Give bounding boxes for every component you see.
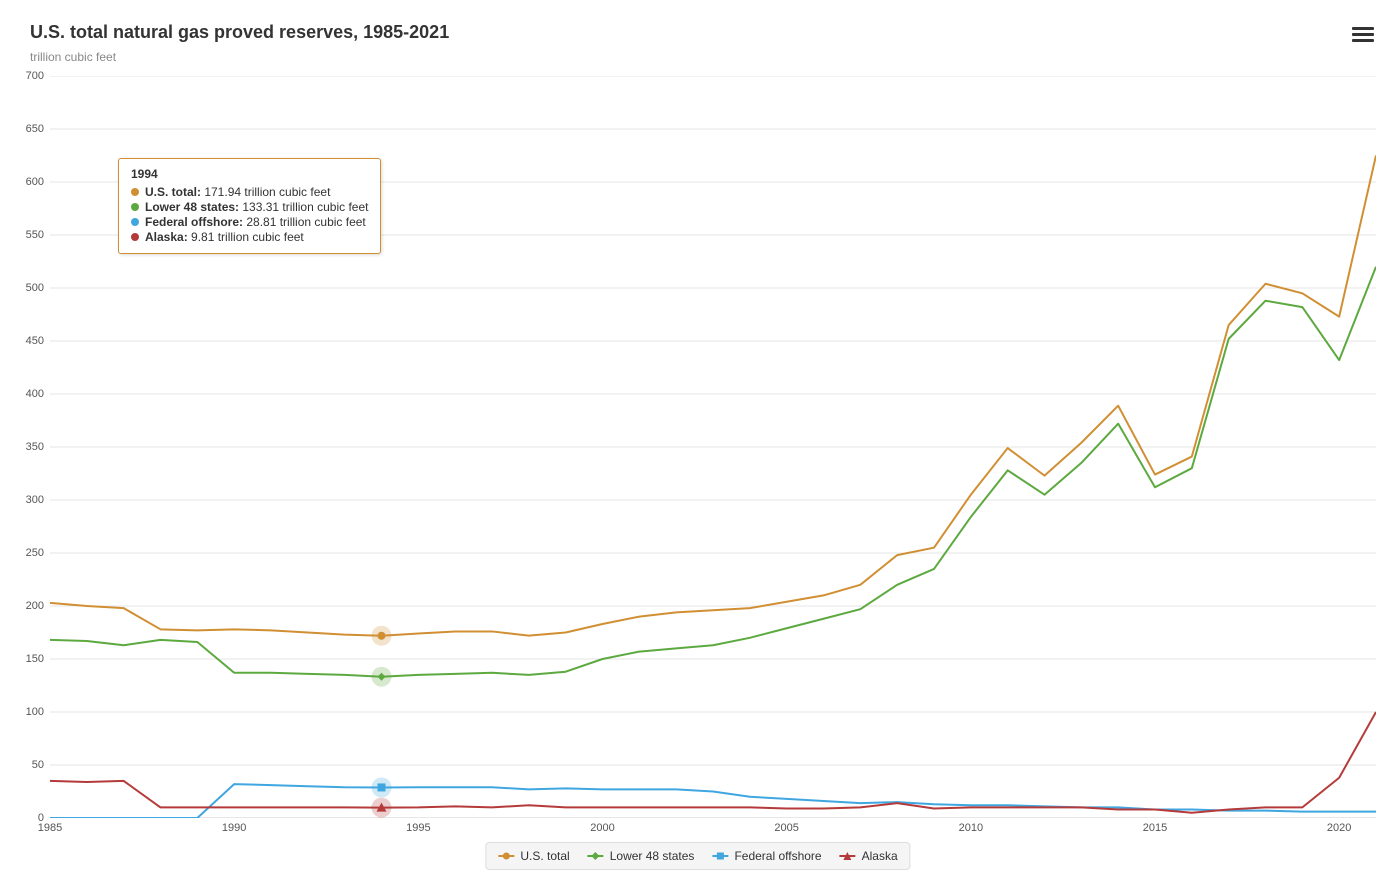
legend-item-federal-offshore[interactable]: Federal offshore [712, 849, 821, 863]
legend-label: U.S. total [520, 849, 569, 863]
y-axis-tick-label: 200 [26, 600, 44, 612]
y-axis-tick-label: 700 [26, 70, 44, 82]
x-axis-tick-label: 1995 [406, 822, 430, 834]
y-axis-tick-label: 550 [26, 229, 44, 241]
hamburger-menu-icon[interactable] [1352, 24, 1374, 42]
plot-area[interactable]: 0501001502002503003504004505005506006507… [50, 76, 1376, 818]
y-axis-tick-label: 150 [26, 653, 44, 665]
y-axis-tick-label: 400 [26, 388, 44, 400]
x-axis-tick-label: 2015 [1143, 822, 1167, 834]
chart-title: U.S. total natural gas proved reserves, … [30, 22, 449, 43]
series-line-federal-offshore [50, 784, 1376, 818]
y-axis-tick-label: 300 [26, 494, 44, 506]
series-line-us-total [50, 156, 1376, 636]
x-axis-tick-label: 2005 [774, 822, 798, 834]
legend-label: Federal offshore [734, 849, 821, 863]
plot-svg [50, 76, 1376, 818]
y-axis-tick-label: 500 [26, 282, 44, 294]
y-axis-tick-label: 350 [26, 441, 44, 453]
x-axis-tick-label: 1990 [222, 822, 246, 834]
y-axis-tick-label: 450 [26, 335, 44, 347]
chart-container: U.S. total natural gas proved reserves, … [0, 0, 1396, 878]
y-axis-tick-label: 650 [26, 123, 44, 135]
x-axis-tick-label: 2010 [959, 822, 983, 834]
x-axis-tick-label: 2000 [590, 822, 614, 834]
x-axis-tick-label: 2020 [1327, 822, 1351, 834]
y-axis-tick-label: 50 [32, 759, 44, 771]
y-axis-tick-label: 100 [26, 706, 44, 718]
x-axis-tick-label: 1985 [38, 822, 62, 834]
chart-legend: U.S. total Lower 48 states Federal offshor… [485, 842, 910, 870]
legend-item-alaska[interactable]: Alaska [840, 849, 898, 863]
chart-subtitle: trillion cubic feet [30, 50, 116, 64]
y-axis-tick-label: 250 [26, 547, 44, 559]
series-line-lower-48 [50, 267, 1376, 677]
legend-label: Lower 48 states [610, 849, 695, 863]
legend-label: Alaska [862, 849, 898, 863]
legend-item-us-total[interactable]: U.S. total [498, 849, 569, 863]
series-line-alaska [50, 712, 1376, 813]
legend-item-lower-48[interactable]: Lower 48 states [588, 849, 695, 863]
y-axis-tick-label: 600 [26, 176, 44, 188]
